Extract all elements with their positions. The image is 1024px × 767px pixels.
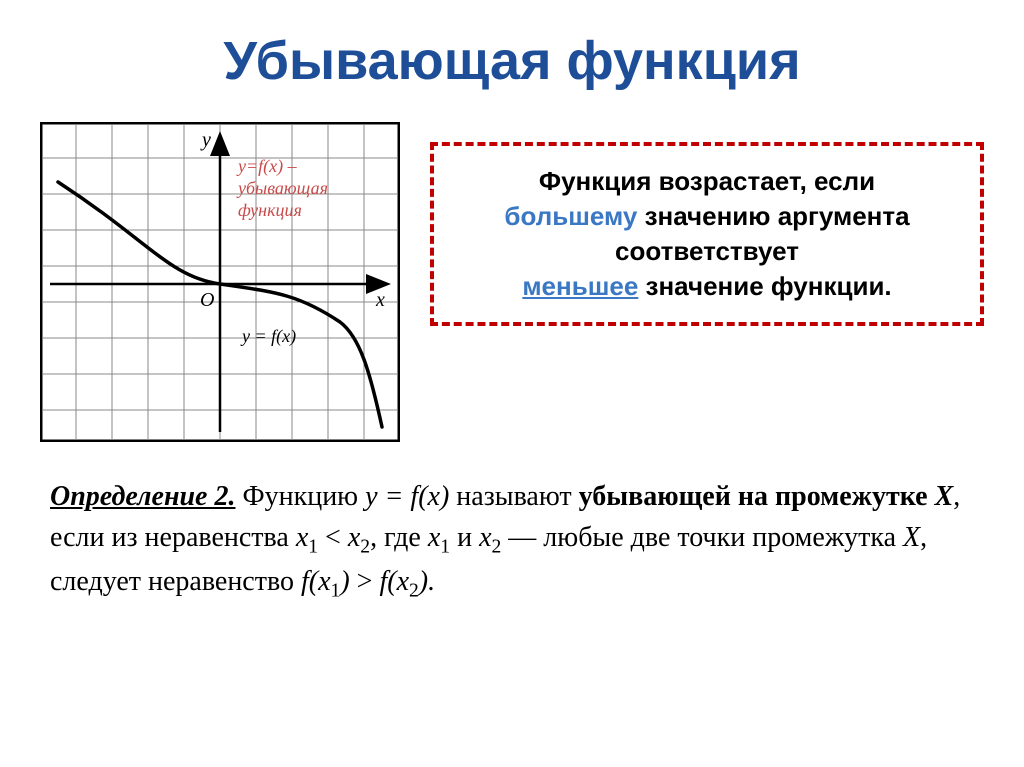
- def-ss2: 2: [492, 536, 502, 557]
- definition-label: Определение 2.: [50, 481, 236, 512]
- def-X: X: [935, 481, 954, 512]
- box-tail: значение функции.: [638, 271, 891, 301]
- svg-text:O: O: [200, 289, 214, 311]
- def-fx1b: ): [340, 566, 349, 597]
- def-xx2: x: [479, 522, 491, 553]
- def-post1: называют: [449, 481, 578, 512]
- highlight-box: Функция возрастает, если большему значен…: [430, 142, 984, 326]
- def-op1: <: [318, 522, 348, 553]
- def-x1a: x: [296, 522, 308, 553]
- def-fx2s: 2: [409, 580, 419, 601]
- svg-text:y=f(x) –: y=f(x) –: [236, 156, 298, 177]
- def-fn: y = f(x): [365, 481, 449, 512]
- box-blue-1: большему: [504, 201, 637, 231]
- top-row: y x Oy=f(x) –убывающаяфункция y = f(x) Функ…: [40, 122, 984, 447]
- def-xx1: x: [428, 522, 440, 553]
- def-pre: Функцию: [236, 481, 366, 512]
- svg-text:убывающая: убывающая: [236, 178, 328, 198]
- def-op2: >: [350, 566, 380, 597]
- box-mid: значению аргумента соответствует: [615, 201, 910, 266]
- def-X2: X: [903, 522, 920, 553]
- svg-text:y: y: [200, 129, 211, 151]
- svg-text:x: x: [375, 289, 385, 311]
- slide: Убывающая функция y x Oy=f(x) –убывающаяфу…: [0, 0, 1024, 767]
- def-x1s: 1: [308, 536, 318, 557]
- def-ss1: 1: [440, 536, 450, 557]
- def-fx1a: f(x: [301, 566, 331, 597]
- definition-text: Определение 2. Функцию y = f(x) называют…: [40, 477, 984, 606]
- def-fx1s: 1: [331, 580, 341, 601]
- def-and: и: [450, 522, 479, 553]
- box-blue-2: меньшее: [522, 271, 638, 301]
- def-post3: — любые две точки промежутка: [501, 522, 903, 553]
- def-where: , где: [370, 522, 428, 553]
- def-bold: убывающей на промежутке: [579, 481, 935, 512]
- graph-container: y x Oy=f(x) –убывающаяфункция y = f(x): [40, 122, 400, 447]
- def-x2a: x: [348, 522, 360, 553]
- page-title: Убывающая функция: [40, 30, 984, 92]
- def-fx2a: f(x: [379, 566, 409, 597]
- def-x2s: 2: [360, 536, 370, 557]
- svg-text:y = f(x): y = f(x): [240, 326, 296, 347]
- svg-text:функция: функция: [238, 200, 302, 220]
- decreasing-function-graph: y x Oy=f(x) –убывающаяфункция y = f(x): [40, 122, 400, 442]
- def-fx2b: ).: [419, 566, 435, 597]
- box-text-1: Функция возрастает, если: [539, 166, 875, 196]
